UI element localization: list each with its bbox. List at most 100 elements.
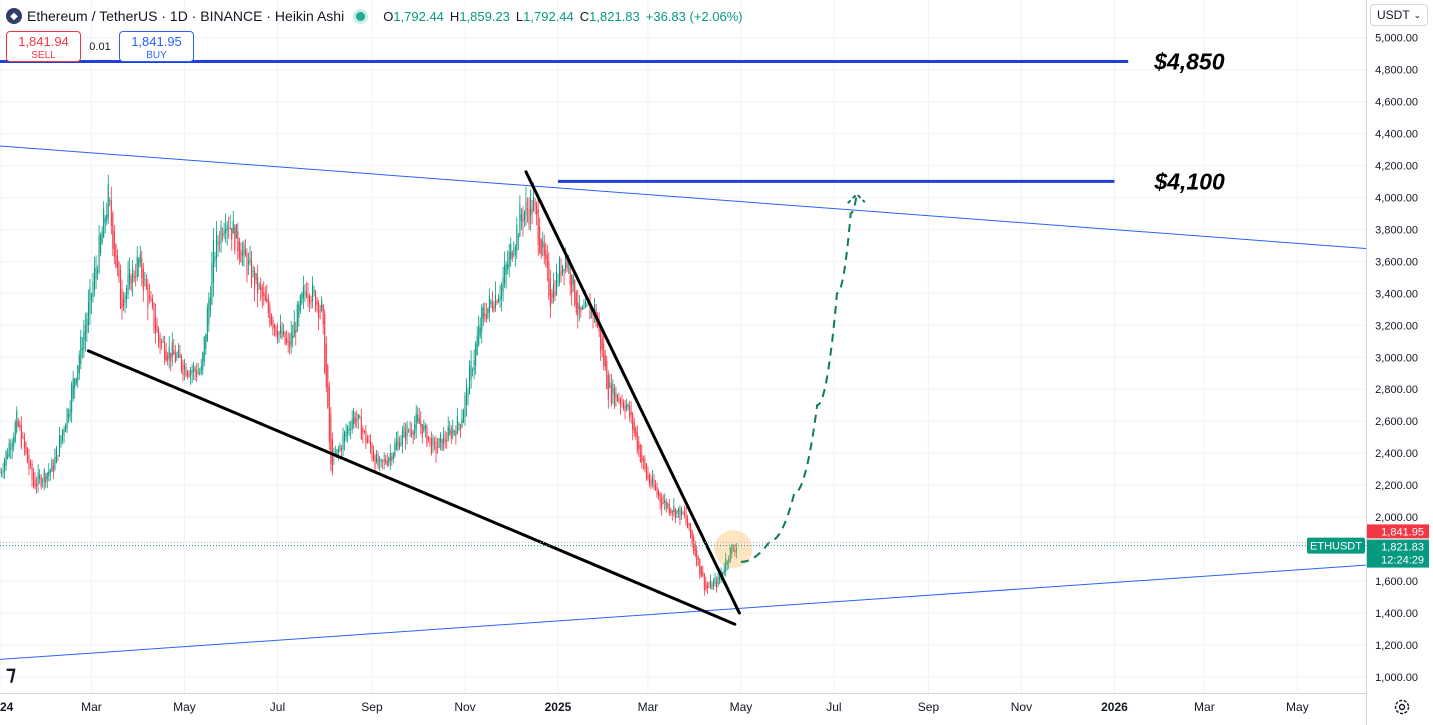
candle: [316, 296, 318, 313]
candle-body: [606, 360, 608, 390]
candle: [650, 474, 652, 490]
candle: [219, 230, 221, 252]
candle: [138, 256, 140, 277]
candle: [54, 448, 56, 472]
candle: [618, 392, 620, 405]
candle: [536, 201, 538, 226]
x-tick-label: Mar: [638, 700, 659, 714]
candle-body: [299, 295, 301, 312]
candle: [450, 424, 452, 444]
high-value: 1,859.23: [459, 8, 510, 24]
candle: [525, 186, 527, 226]
candle-body: [69, 408, 71, 417]
candle-body: [100, 235, 102, 254]
candle-body: [409, 429, 411, 431]
candle-body: [699, 558, 701, 575]
y-tick-label: 3,800.00: [1375, 224, 1418, 236]
candle-body: [575, 292, 577, 313]
candle-body: [670, 508, 672, 514]
candle: [42, 477, 44, 488]
candle: [630, 401, 632, 424]
candle: [310, 295, 312, 309]
candle-body: [0, 472, 1, 474]
candle-body: [284, 332, 286, 344]
symbol-title[interactable]: Ethereum / TetherUS · 1D · BINANCE · Hei…: [27, 8, 345, 24]
candle: [667, 502, 669, 510]
candle-body: [651, 478, 654, 483]
candle: [456, 407, 458, 435]
candle: [520, 208, 522, 231]
candle-body: [414, 424, 416, 434]
candle: [537, 197, 539, 257]
candle: [716, 576, 718, 593]
y-tick-label: 2,800.00: [1375, 384, 1418, 396]
candle-body: [731, 546, 733, 554]
candle: [197, 362, 199, 375]
candle: [421, 424, 423, 444]
high-label: H: [449, 8, 460, 24]
candle: [68, 408, 70, 424]
candle: [339, 442, 341, 453]
candle-body: [68, 413, 70, 419]
candle-body: [327, 365, 329, 408]
candle-body: [141, 258, 143, 279]
candle-body: [63, 429, 65, 436]
candle-body: [310, 299, 312, 303]
candle-body: [136, 256, 138, 278]
candle-body: [29, 462, 32, 466]
candle-body: [679, 509, 681, 521]
candle: [404, 422, 407, 450]
candle: [408, 428, 410, 434]
candle-body: [23, 436, 25, 449]
candle-body: [429, 437, 431, 439]
sell-button[interactable]: 1,841.94 SELL: [6, 31, 81, 62]
y-tick-label: 4,200.00: [1375, 160, 1418, 172]
candle-body: [626, 405, 628, 409]
candle-body: [124, 295, 126, 304]
candle-body: [394, 443, 396, 457]
currency-selector[interactable]: USDT ⌄: [1370, 4, 1428, 26]
settings-gear-icon[interactable]: [1392, 697, 1412, 717]
buy-button[interactable]: 1,841.95 BUY: [119, 31, 194, 62]
candle-body: [45, 476, 47, 483]
candle-body: [665, 501, 667, 509]
candle-body: [228, 227, 230, 229]
candle-body: [583, 307, 585, 309]
candle-body: [472, 370, 474, 372]
candle: [103, 201, 105, 239]
candle: [238, 237, 240, 265]
candle: [318, 299, 320, 331]
candle: [615, 386, 617, 407]
candle-body: [77, 365, 79, 381]
x-tick-label: Nov: [1011, 700, 1032, 714]
candle-body: [664, 499, 666, 503]
candle-body: [132, 268, 134, 283]
candle-body: [560, 270, 562, 277]
candle: [279, 314, 282, 339]
candle-body: [398, 442, 400, 449]
candle: [522, 206, 524, 237]
candle: [694, 540, 696, 558]
candle: [347, 424, 349, 443]
candle: [469, 360, 471, 395]
candle: [214, 251, 216, 268]
candle-body: [688, 523, 690, 526]
x-axis: 2024 Mar May Jul Sep Nov 2025 Mar May Jul Sep Nov 20…: [0, 700, 1309, 714]
candle-body: [629, 405, 631, 418]
candle-body: [426, 426, 428, 446]
wedge-upper-line: [524, 170, 741, 615]
candle: [315, 289, 317, 313]
candle: [712, 577, 715, 591]
candle-body: [469, 365, 471, 395]
candle: [438, 437, 440, 449]
candle-body: [587, 304, 590, 306]
candle-body: [600, 326, 602, 351]
candle: [478, 315, 480, 347]
candle-body: [264, 294, 266, 301]
candle-body: [725, 558, 727, 572]
candle: [49, 468, 51, 481]
candle-body: [638, 441, 640, 450]
candle-body: [22, 436, 24, 438]
candle: [577, 290, 579, 329]
